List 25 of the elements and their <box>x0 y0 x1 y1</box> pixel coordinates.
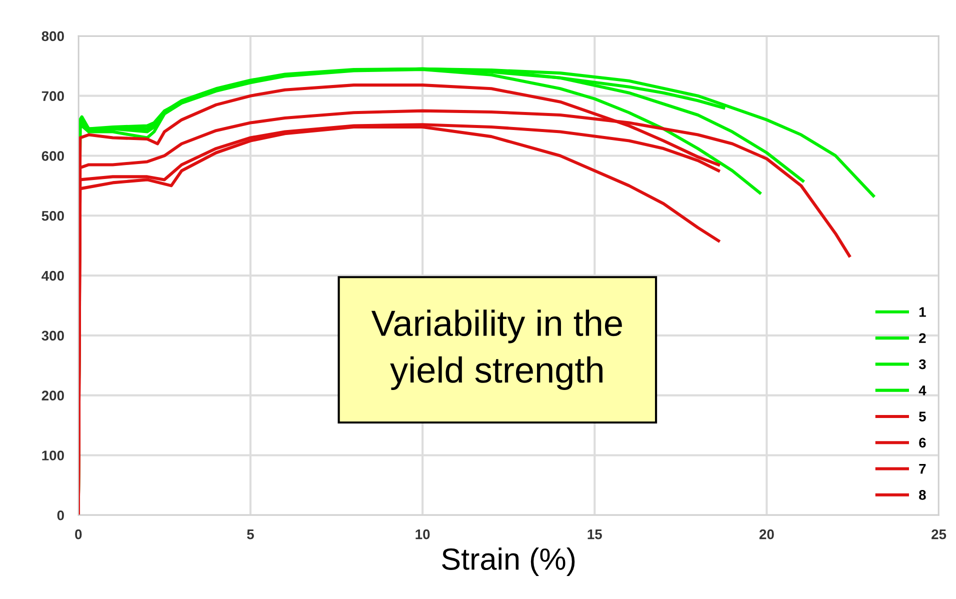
y-tick-label: 300 <box>42 330 64 341</box>
x-tick-label: 20 <box>759 529 774 540</box>
legend-label: 2 <box>919 333 926 343</box>
legend-label: 6 <box>919 438 926 448</box>
annotation: Variability in the yield strength <box>371 310 622 390</box>
x-tick-label: 0 <box>75 529 82 540</box>
legend-label: 4 <box>918 386 926 396</box>
legend-label: 7 <box>919 464 926 474</box>
x-tick-label: 15 <box>588 530 602 540</box>
legend-label: 3 <box>918 359 926 370</box>
legend-label: 1 <box>919 307 926 317</box>
x-tick-label: 5 <box>247 530 254 540</box>
y-tick-label: 0 <box>57 510 64 520</box>
legend-label: 5 <box>918 412 926 422</box>
legend-label: 8 <box>919 490 926 500</box>
x-tick-label: 25 <box>932 529 946 540</box>
y-tick-label: 400 <box>42 270 64 281</box>
x-tick-label: 10 <box>416 529 430 540</box>
y-tick-label: 800 <box>42 31 64 42</box>
y-tick-label: 200 <box>42 390 64 401</box>
y-tick-label: 500 <box>42 210 64 221</box>
x-axis-title: Strain (%) <box>442 548 575 576</box>
y-tick-label: 600 <box>42 151 64 161</box>
y-tick-label: 100 <box>42 450 64 460</box>
y-tick-label: 700 <box>42 91 64 102</box>
